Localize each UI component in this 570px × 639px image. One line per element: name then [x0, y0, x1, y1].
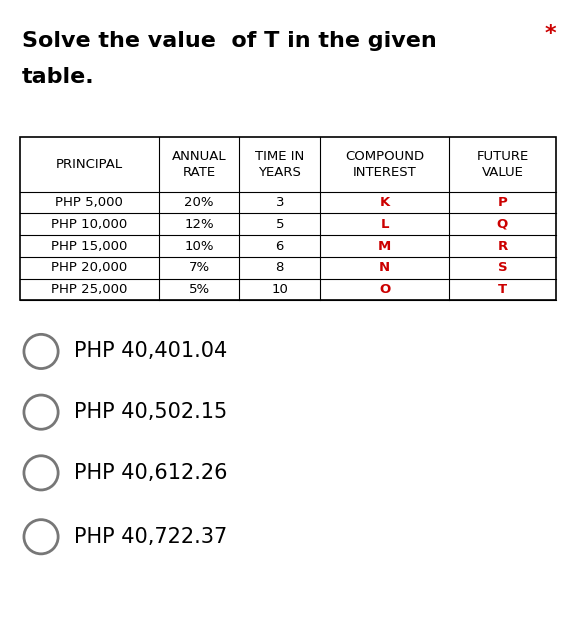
Text: 8: 8	[275, 261, 284, 274]
Text: *: *	[544, 24, 556, 44]
Text: M: M	[378, 240, 392, 252]
Text: 3: 3	[275, 196, 284, 209]
Text: COMPOUND
INTEREST: COMPOUND INTEREST	[345, 150, 424, 179]
Text: K: K	[380, 196, 390, 209]
Bar	[20, 137, 556, 300]
Text: PHP 25,000: PHP 25,000	[51, 283, 128, 296]
Text: PHP 40,401.04: PHP 40,401.04	[74, 341, 227, 362]
Text: PHP 15,000: PHP 15,000	[51, 240, 128, 252]
Text: Q: Q	[497, 218, 508, 231]
Text: 5: 5	[275, 218, 284, 231]
Text: 10: 10	[271, 283, 288, 296]
Text: FUTURE
VALUE: FUTURE VALUE	[477, 150, 528, 179]
Bar	[20, 137, 556, 300]
Text: 20%: 20%	[184, 196, 214, 209]
Text: T: T	[498, 283, 507, 296]
Text: ANNUAL
RATE: ANNUAL RATE	[172, 150, 226, 179]
Text: table.: table.	[22, 67, 94, 87]
Text: L: L	[380, 218, 389, 231]
Text: P: P	[498, 196, 507, 209]
Text: 10%: 10%	[184, 240, 214, 252]
Text: PHP 40,612.26: PHP 40,612.26	[74, 463, 227, 483]
Text: 5%: 5%	[189, 283, 210, 296]
Text: 7%: 7%	[189, 261, 210, 274]
Text: R: R	[498, 240, 508, 252]
Text: S: S	[498, 261, 507, 274]
Text: PHP 20,000: PHP 20,000	[51, 261, 128, 274]
Text: PHP 40,502.15: PHP 40,502.15	[74, 402, 227, 422]
Text: PHP 40,722.37: PHP 40,722.37	[74, 527, 227, 547]
Text: PRINCIPAL: PRINCIPAL	[56, 158, 123, 171]
Text: TIME IN
YEARS: TIME IN YEARS	[255, 150, 304, 179]
Text: Solve the value  of T in the given: Solve the value of T in the given	[22, 31, 437, 50]
Text: 12%: 12%	[184, 218, 214, 231]
Text: O: O	[379, 283, 390, 296]
Text: PHP 10,000: PHP 10,000	[51, 218, 128, 231]
Text: 6: 6	[275, 240, 284, 252]
Text: PHP 5,000: PHP 5,000	[55, 196, 123, 209]
Text: N: N	[379, 261, 390, 274]
